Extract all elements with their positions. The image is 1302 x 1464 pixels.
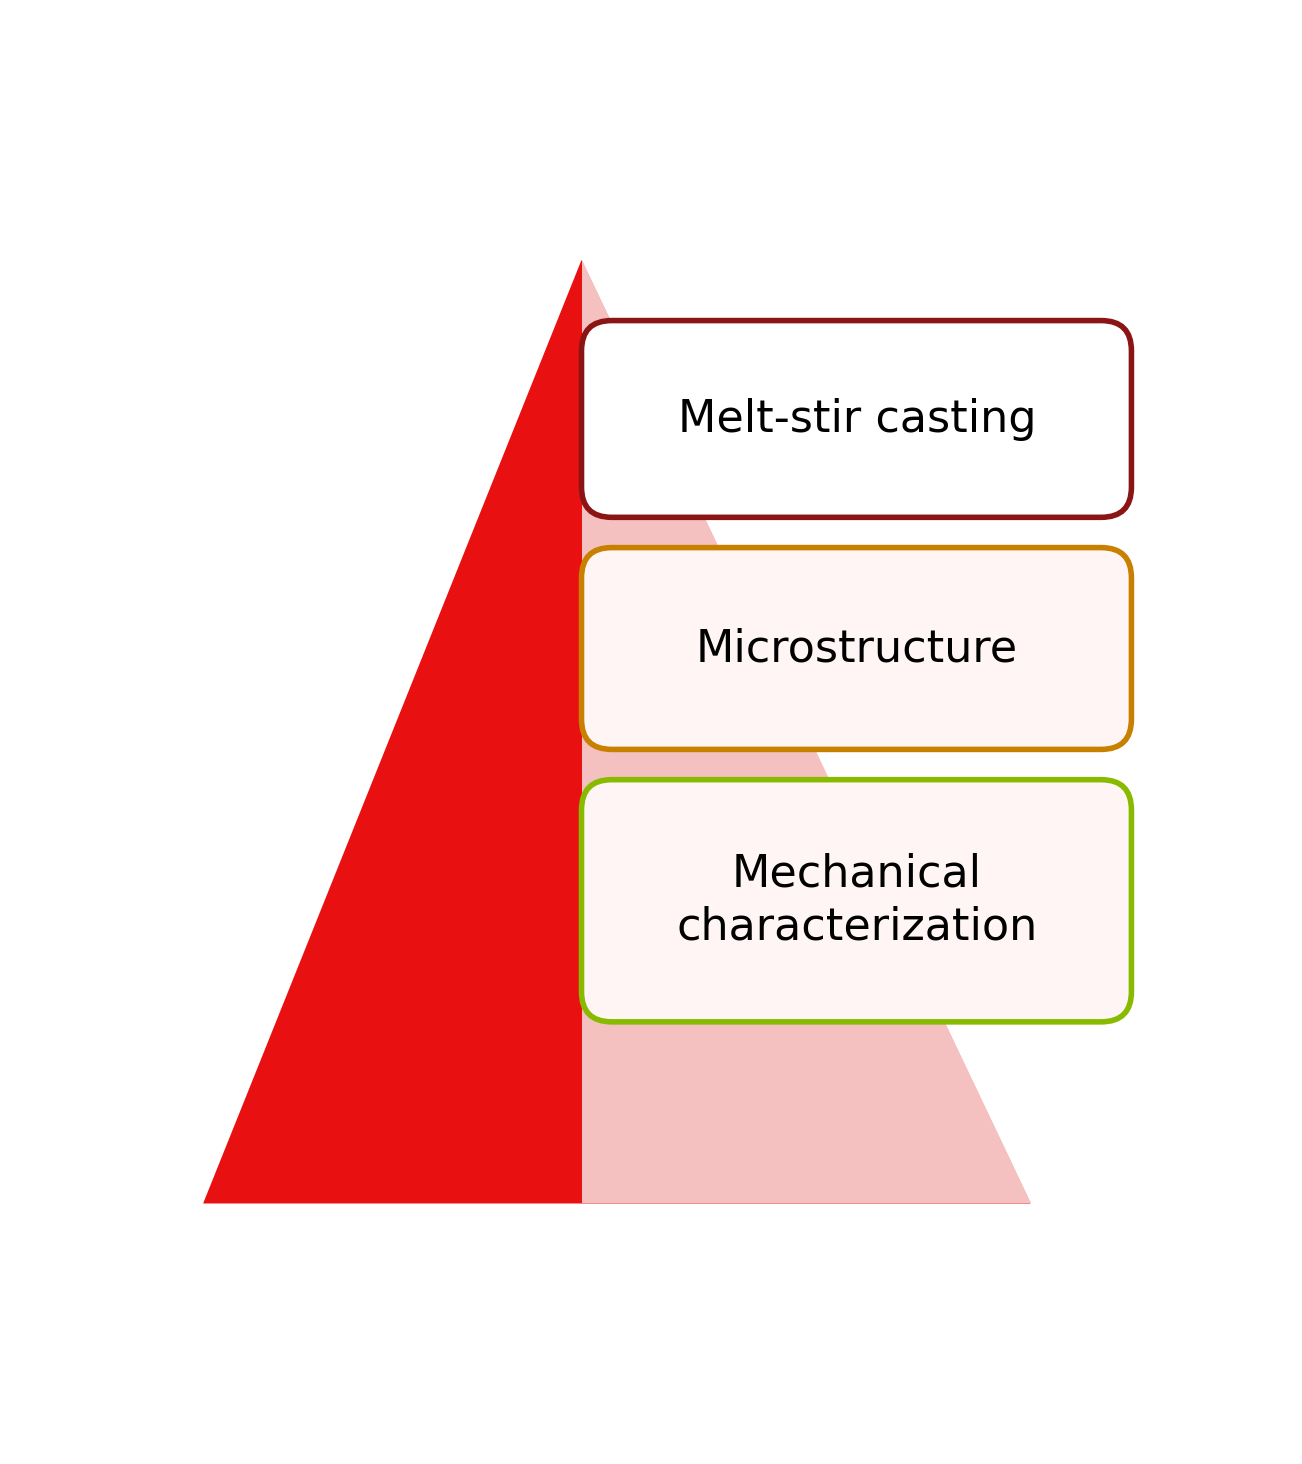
Polygon shape [582,261,1030,1203]
Text: Mechanical
characterization: Mechanical characterization [676,852,1038,949]
FancyBboxPatch shape [582,321,1131,517]
Text: Melt-stir casting: Melt-stir casting [678,398,1036,441]
FancyBboxPatch shape [582,780,1131,1022]
Polygon shape [203,261,1030,1203]
FancyBboxPatch shape [582,548,1131,750]
Text: Microstructure: Microstructure [695,627,1018,671]
